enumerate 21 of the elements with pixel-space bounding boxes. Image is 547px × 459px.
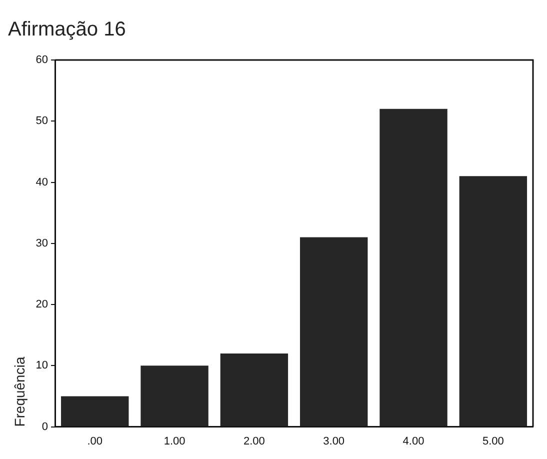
x-tick-label: 2.00 bbox=[243, 435, 265, 448]
x-tick-label: 1.00 bbox=[164, 435, 186, 448]
y-tick-label: 40 bbox=[36, 176, 48, 188]
chart-title: Afirmação 16 bbox=[8, 18, 126, 41]
y-tick-label: 50 bbox=[36, 115, 48, 128]
bar bbox=[140, 366, 208, 426]
y-tick-label: 0 bbox=[42, 420, 48, 433]
x-tick-label: 3.00 bbox=[323, 435, 345, 448]
x-tick-label: 5.00 bbox=[482, 435, 504, 448]
bar bbox=[459, 176, 528, 426]
bar bbox=[380, 108, 448, 426]
y-tick-label: 10 bbox=[36, 360, 48, 372]
y-tick-label: 60 bbox=[36, 54, 48, 66]
y-tick-label: 20 bbox=[36, 298, 48, 311]
x-tick-label: .00 bbox=[87, 435, 103, 448]
x-tick-label: 4.00 bbox=[402, 435, 424, 448]
bar bbox=[220, 353, 288, 426]
bar bbox=[61, 396, 129, 426]
bar bbox=[300, 237, 368, 426]
y-axis-title: Frequência bbox=[11, 356, 28, 427]
y-tick-label: 30 bbox=[36, 237, 48, 250]
